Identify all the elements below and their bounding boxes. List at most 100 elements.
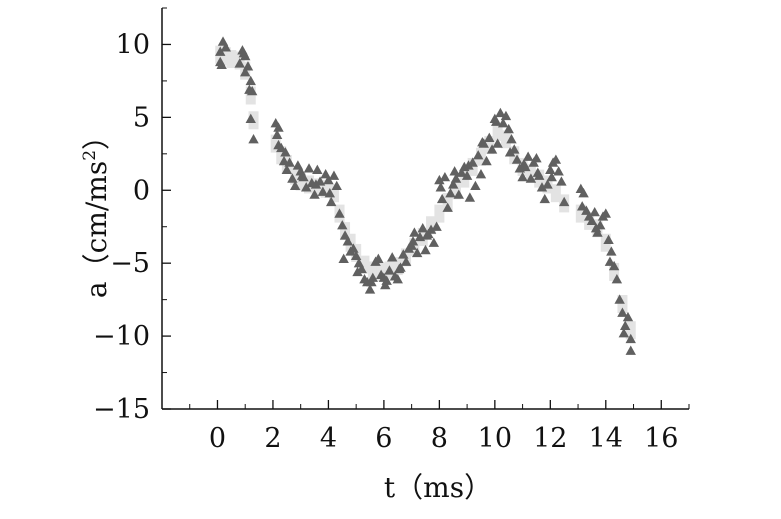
- y-tick-label: 0: [133, 175, 150, 206]
- triangle-point: [245, 113, 256, 123]
- triangle-point: [622, 311, 634, 322]
- triangle-point: [625, 333, 636, 344]
- x-tick-label: 10: [478, 423, 512, 454]
- band-square: [625, 321, 636, 340]
- triangle-point: [470, 180, 481, 191]
- band-square: [500, 130, 511, 149]
- triangle-point: [310, 179, 322, 189]
- triangle-point: [517, 171, 528, 182]
- y-tick-label: −10: [93, 321, 150, 352]
- triangle-point: [539, 193, 550, 204]
- y-tick-label: 5: [133, 102, 150, 133]
- triangle-point: [445, 187, 456, 198]
- triangle-point: [380, 279, 391, 290]
- triangle-point: [503, 123, 514, 134]
- y-axis-label: a（cm/ms2）: [80, 122, 113, 298]
- triangle-point: [448, 179, 459, 189]
- triangle-point: [442, 202, 453, 212]
- triangle-point: [398, 249, 409, 259]
- y-tick-label: 10: [116, 29, 150, 60]
- band-square: [367, 261, 378, 280]
- triangle-point: [464, 192, 476, 202]
- triangle-point: [504, 147, 516, 157]
- band-square: [392, 257, 403, 276]
- y-axis-label-superscript: 2: [80, 150, 100, 161]
- triangle-point: [348, 243, 359, 253]
- triangle-point: [420, 244, 431, 255]
- band-square: [492, 122, 503, 141]
- triangle-point: [384, 265, 395, 275]
- triangle-point: [338, 253, 349, 263]
- triangle-point: [350, 250, 362, 261]
- band-square: [245, 86, 256, 105]
- x-tick-label: 0: [209, 423, 226, 454]
- triangle-point: [486, 144, 498, 154]
- triangle-point: [492, 138, 503, 148]
- triangle-point: [617, 307, 628, 317]
- triangle-point: [301, 182, 312, 192]
- band-square: [442, 192, 453, 211]
- x-tick-label: 2: [264, 423, 281, 454]
- triangle-point: [558, 196, 570, 207]
- triangle-point: [435, 182, 446, 192]
- triangle-point: [618, 327, 630, 338]
- triangle-point: [506, 134, 517, 144]
- triangle-point: [364, 284, 376, 294]
- triangle-point: [439, 171, 451, 182]
- band-square: [451, 181, 462, 200]
- triangle-point: [518, 158, 530, 169]
- triangle-point: [606, 246, 617, 256]
- triangle-point: [323, 174, 334, 185]
- triangle-point: [542, 179, 553, 189]
- triangle-point: [600, 208, 611, 218]
- x-tick-label: 12: [533, 423, 567, 454]
- triangle-point: [545, 164, 556, 175]
- x-ticks: 0 2 4 6 8 10 12 14 16: [161, 400, 690, 454]
- triangle-point: [240, 66, 251, 77]
- triangle-point: [325, 196, 337, 207]
- y-tick-label: −5: [110, 248, 150, 279]
- x-tick-label: 14: [589, 423, 623, 454]
- triangle-point: [463, 160, 474, 170]
- band-square: [617, 295, 628, 314]
- triangle-point: [450, 173, 462, 183]
- x-tick-label: 6: [375, 423, 392, 454]
- triangle-point: [611, 274, 623, 284]
- triangle-point: [352, 266, 363, 277]
- triangle-point: [287, 173, 298, 183]
- triangle-point: [289, 180, 301, 191]
- x-axis-label: t（ms）: [384, 471, 492, 504]
- triangle-point: [532, 167, 544, 177]
- triangle-point: [309, 189, 320, 199]
- y-ticks: −15 −10 −5 0 5 10: [93, 7, 171, 425]
- triangle-point: [550, 154, 562, 164]
- triangle-point: [434, 174, 445, 185]
- triangle-point: [589, 206, 600, 217]
- triangle-point: [284, 157, 295, 167]
- triangle-point: [536, 182, 548, 192]
- triangle-point: [625, 345, 636, 355]
- triangle-point: [586, 215, 598, 226]
- triangle-point: [392, 274, 403, 284]
- triangle-point: [328, 170, 340, 180]
- triangle-point: [481, 155, 492, 166]
- triangle-point: [449, 166, 460, 176]
- triangle-point: [271, 129, 283, 140]
- triangle-point: [491, 116, 502, 126]
- triangle-point: [244, 84, 255, 94]
- band-square: [484, 136, 495, 155]
- triangle-point: [495, 107, 506, 118]
- band-square: [467, 157, 478, 176]
- band-square: [550, 184, 561, 203]
- triangle-point: [522, 151, 534, 161]
- triangle-point: [546, 171, 557, 182]
- band-square: [320, 179, 331, 198]
- axes: [161, 8, 689, 410]
- triangle-point: [577, 201, 588, 211]
- band-square: [220, 47, 231, 66]
- triangle-point: [373, 253, 384, 263]
- triangle-point: [411, 247, 423, 258]
- triangle-point: [604, 256, 616, 266]
- triangle-point: [461, 170, 473, 180]
